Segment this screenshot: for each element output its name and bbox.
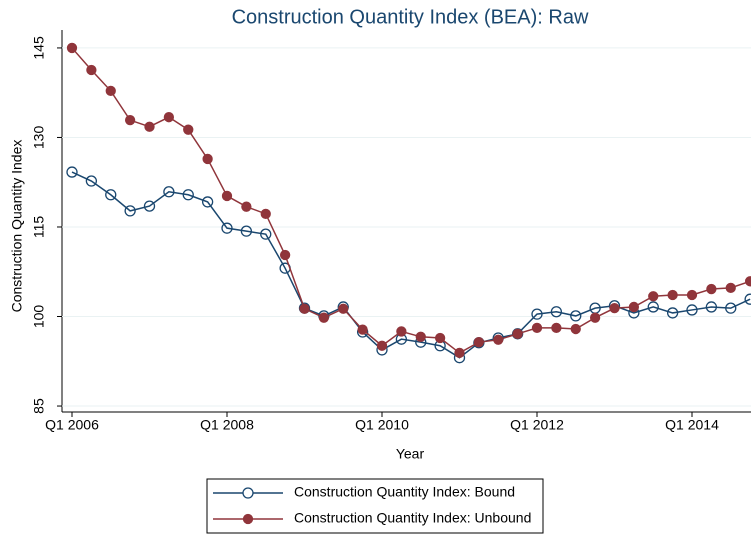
data-point: [124, 205, 136, 217]
chart-title: Construction Quantity Index (BEA): Raw: [232, 6, 589, 28]
data-point: [318, 312, 330, 323]
x-tick-label: Q1 2014: [665, 417, 719, 433]
data-point: [512, 328, 523, 339]
data-point: [473, 337, 485, 348]
data-point: [531, 308, 543, 320]
data-point: [551, 322, 562, 333]
data-point: [705, 301, 718, 313]
data-point: [183, 124, 194, 135]
legend-marker: [242, 513, 254, 525]
data-point: [415, 331, 426, 342]
data-point: [666, 307, 679, 319]
data-point: [396, 326, 407, 337]
x-tick-label: Q1 2010: [355, 417, 409, 433]
data-point: [454, 347, 465, 359]
data-point: [648, 291, 659, 302]
data-point: [202, 153, 213, 165]
x-tick-label: Q1 2008: [200, 417, 254, 433]
legend-label: Construction Quantity Index: Unbound: [294, 510, 531, 526]
data-point: [338, 303, 349, 314]
data-point: [163, 112, 175, 123]
data-point: [241, 201, 252, 212]
data-point: [570, 323, 581, 335]
data-point: [144, 121, 155, 132]
data-point: [182, 189, 194, 201]
data-point: [725, 302, 737, 314]
series-line: [71, 171, 751, 359]
y-tick-label: 145: [31, 36, 47, 60]
data-point: [609, 303, 620, 314]
data-point: [647, 301, 659, 313]
data-point: [105, 85, 116, 97]
data-point: [550, 306, 563, 318]
data-point: [260, 208, 271, 220]
data-point: [357, 324, 368, 335]
data-point: [686, 289, 698, 301]
data-point: [143, 200, 156, 212]
data-point: [589, 312, 601, 323]
data-point: [686, 304, 698, 316]
data-point: [66, 42, 78, 54]
data-point: [493, 334, 504, 345]
data-point: [725, 282, 736, 294]
x-tick-label: Q1 2012: [510, 417, 564, 433]
data-point: [240, 225, 253, 237]
data-point: [260, 228, 272, 240]
data-point: [299, 303, 310, 314]
data-point: [105, 189, 117, 201]
data-point: [376, 340, 388, 351]
data-point: [706, 283, 717, 295]
y-tick-label: 100: [31, 305, 47, 329]
legend-label: Construction Quantity Index: Bound: [294, 484, 515, 500]
x-tick-label: Q1 2006: [45, 417, 99, 433]
data-point: [744, 276, 751, 287]
legend-marker: [242, 487, 254, 499]
data-point: [628, 301, 640, 313]
data-point: [221, 222, 233, 234]
y-tick-label: 85: [31, 398, 47, 414]
data-point: [744, 293, 751, 305]
x-axis-title: Year: [396, 446, 425, 462]
data-point: [667, 289, 678, 301]
y-axis-title: Construction Quantity Index: [9, 140, 25, 313]
data-point: [66, 166, 78, 178]
data-point: [221, 190, 233, 202]
data-point: [85, 175, 98, 187]
y-tick-label: 115: [31, 216, 47, 239]
data-point: [434, 332, 446, 344]
data-point: [279, 249, 291, 261]
data-point: [531, 322, 543, 333]
data-point: [163, 186, 175, 198]
data-point: [124, 115, 136, 126]
y-tick-label: 130: [31, 126, 47, 150]
data-point: [570, 310, 582, 322]
data-point: [86, 64, 97, 76]
legend-box: [206, 478, 544, 534]
data-point: [201, 196, 214, 208]
